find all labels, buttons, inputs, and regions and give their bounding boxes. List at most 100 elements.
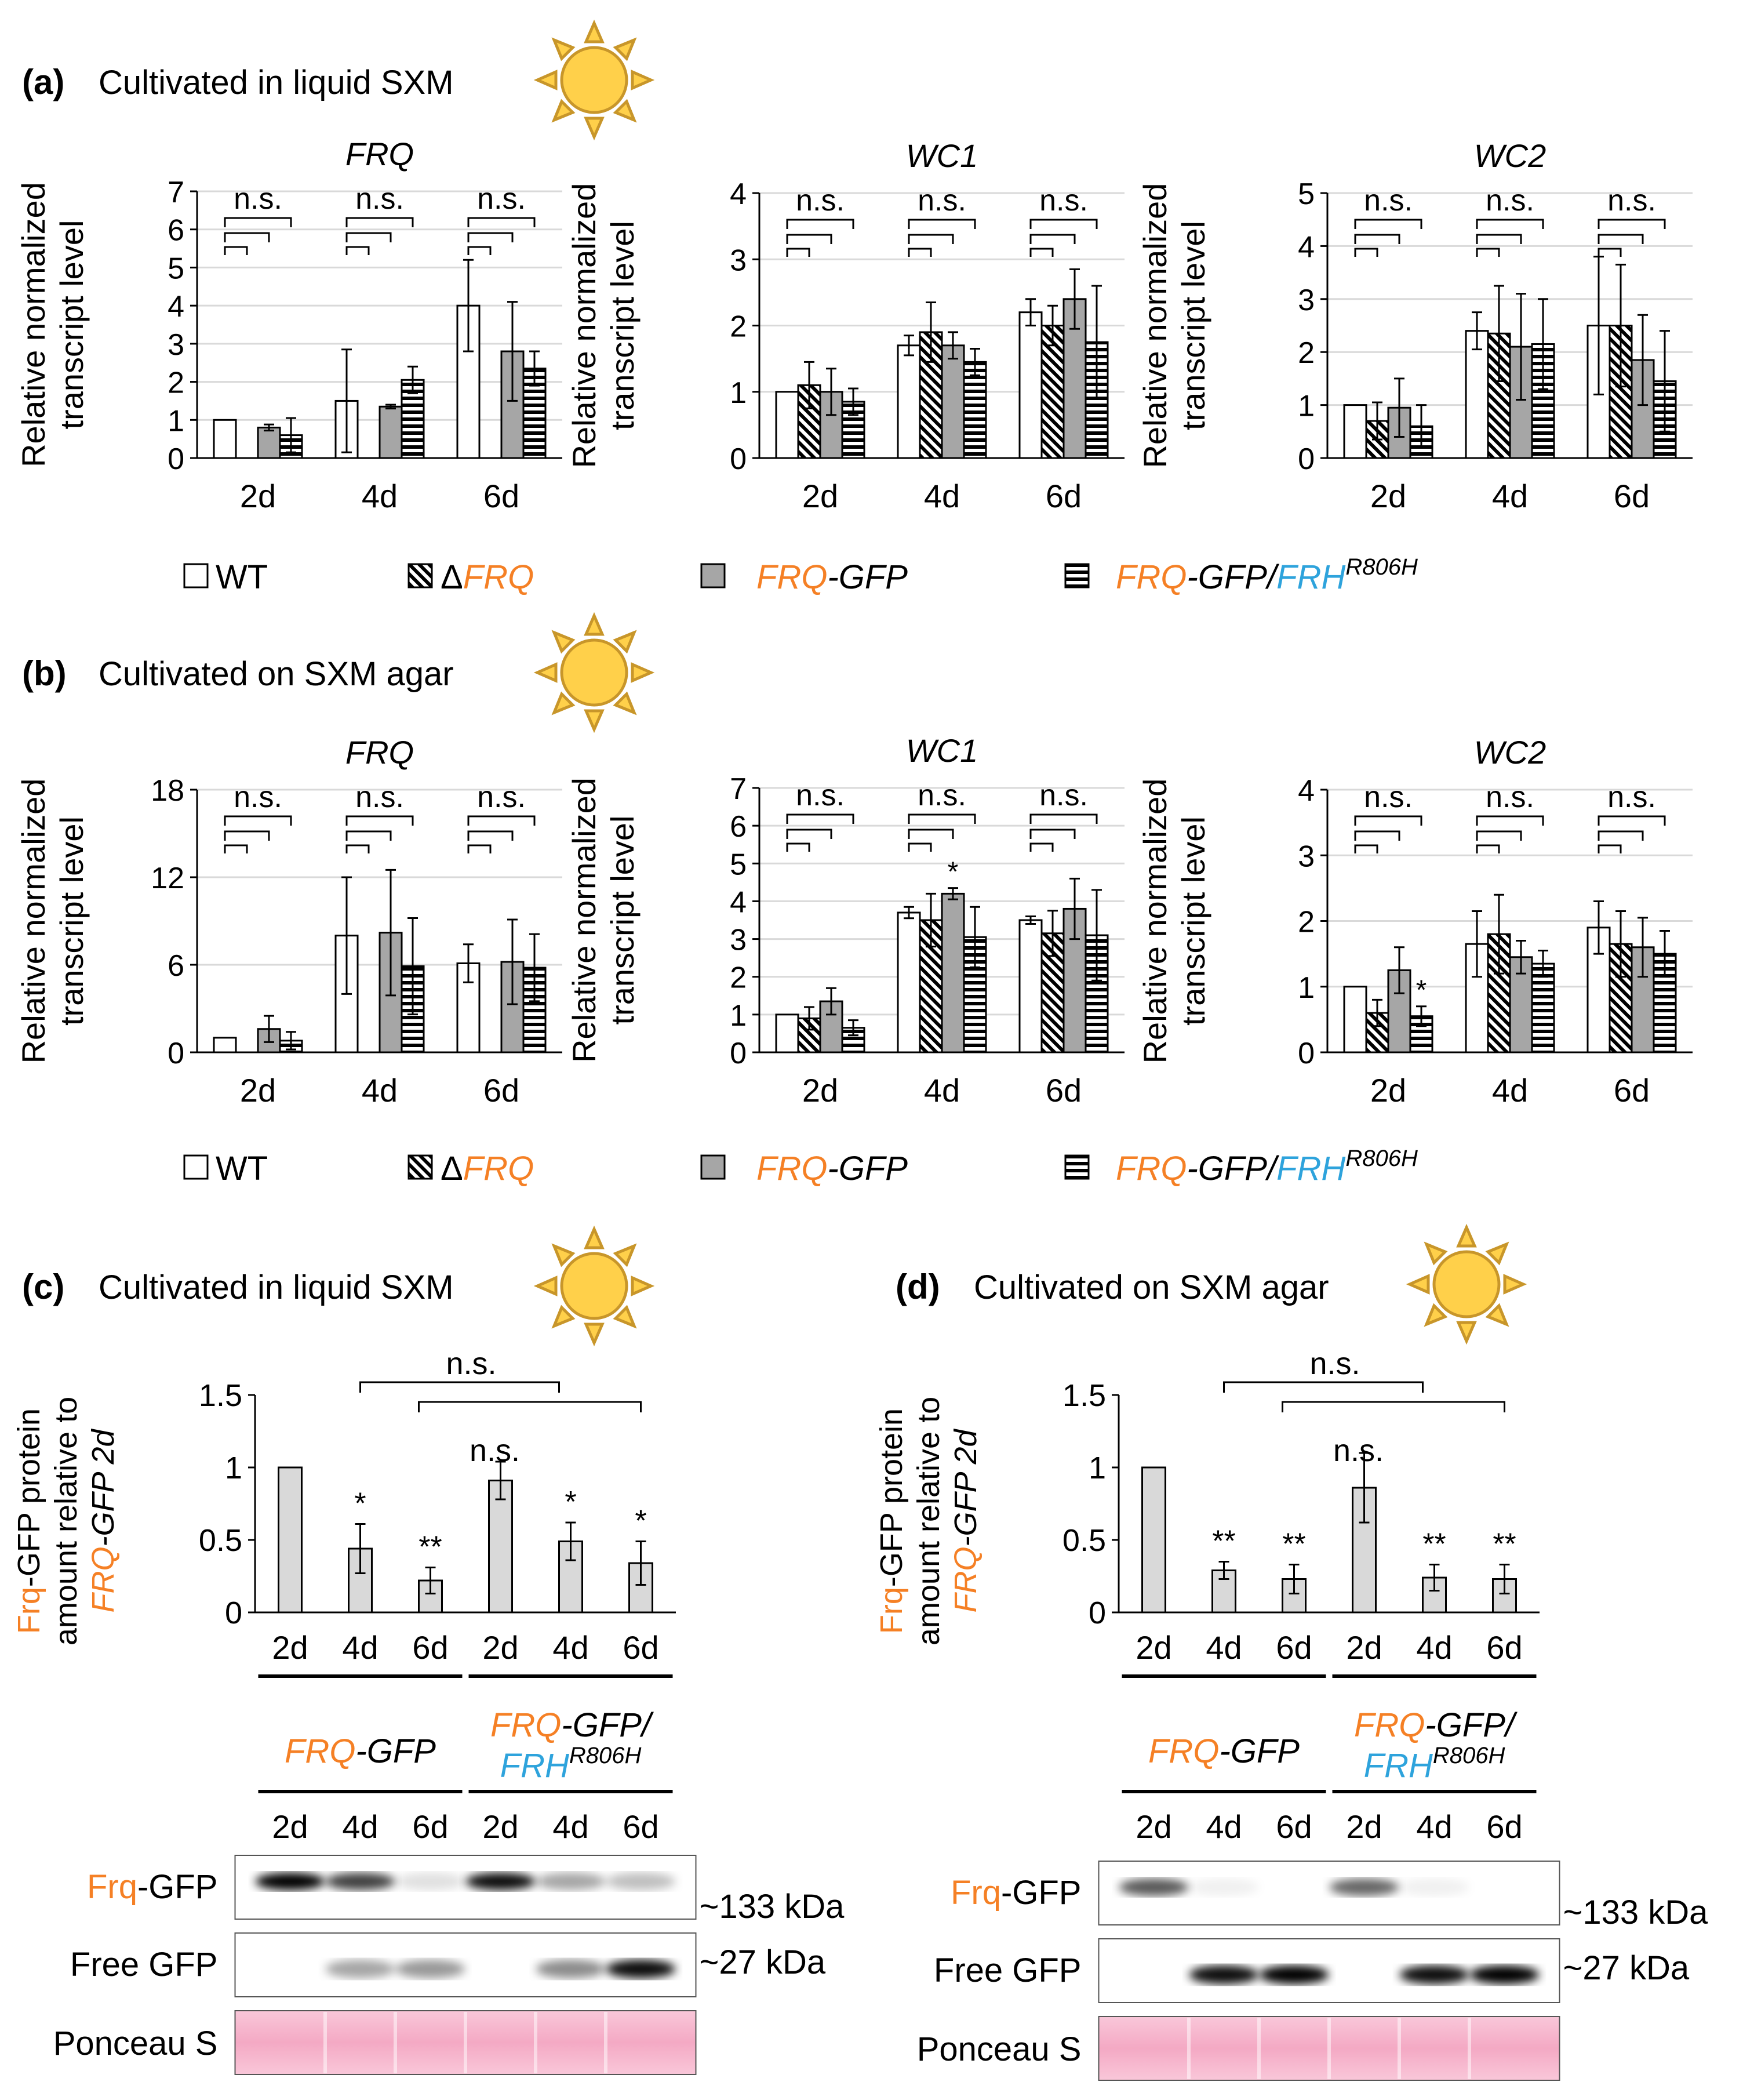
significance-bracket [345,217,414,227]
y-tick-label: 0 [1089,1596,1106,1630]
bar [941,344,965,459]
frq-gfp-band [1189,1879,1259,1896]
x-tick-label: 2d [240,478,276,514]
x-tick-label: 6d [1614,1072,1650,1109]
frq-gfp-band [606,1873,676,1890]
panel-b-header: (b) Cultivated on SXM agar [22,616,651,729]
frq-gfp-band [255,1873,325,1890]
row-label-text: -GFP [137,1868,218,1906]
frq-gfp-band [1329,1879,1399,1896]
chart-c-protein: 00.511.52d*4d**6d 2d*4d*6dn.s.n.s.Frq-GFP… [12,1346,676,1678]
significance-bracket [467,217,536,227]
y-axis-label-line: transcript level [53,816,90,1026]
significance-bracket [908,234,954,244]
free-gfp-band [536,1960,606,1978]
significance-star: ** [1282,1528,1305,1561]
chart-title: FRQ [345,136,414,172]
significance-bracket [1354,844,1378,853]
frq-gfp-band [536,1873,606,1890]
size-label-133: ~133 kDa [700,1888,845,1925]
ns-label: n.s. [470,1433,520,1468]
y-tick-label: 0 [168,442,184,476]
strain-text: -GFP/ [1425,1706,1518,1744]
significance-bracket [908,248,932,257]
y-tick-label: 2 [1298,906,1315,939]
free-gfp-band [395,1960,465,1978]
x-tick-label: 6d [1276,1629,1312,1666]
x-tick-label: 4d [1492,1072,1528,1109]
y-tick-label: 1 [730,999,747,1033]
y-tick-label: 0.5 [199,1523,242,1558]
significance-star: * [635,1505,646,1538]
x-tick-label: 2d [1136,1629,1171,1666]
ns-label: n.s. [1486,780,1534,814]
bar [1018,919,1043,1053]
y-tick-label: 0 [168,1037,184,1070]
panel-c-header: (c) Cultivated in liquid SXM [22,1229,651,1343]
ns-label: n.s. [446,1346,496,1381]
y-tick-label: 3 [730,924,747,957]
chart-title: WC2 [1474,137,1546,174]
significance-bracket [908,842,932,852]
ns-label: n.s. [477,780,526,814]
legend-label-frqgfp: FRQ-GFP [756,558,908,596]
bar [213,419,237,459]
y-tick-label: 2 [730,310,747,344]
row-label-free-gfp: Free GFP [70,1946,218,1983]
ns-label: n.s. [1039,779,1088,812]
y-axis-label: Relative normalizedtranscript level [566,777,641,1063]
y-tick-label: 4 [730,177,747,211]
bar [1343,404,1367,459]
frq-gfp-band [395,1873,465,1890]
legend-label-dfrq: ΔFRQ [441,1150,534,1187]
x-tick-label: 2d [802,1072,838,1109]
legend-delta: Δ [441,558,463,596]
x-tick-label: 2d [1346,1629,1382,1666]
significance-bracket [224,246,248,255]
legend-swatch [1064,563,1090,588]
significance-bracket [467,815,536,826]
legend-swatch [700,563,726,588]
significance-bracket [1598,844,1622,853]
significance-bracket [224,844,248,853]
significance-bracket [908,219,976,229]
significance-star: ** [1422,1528,1446,1561]
legend-text: -GFP [827,558,908,596]
y-tick-label: 12 [151,862,184,895]
significance-bracket [345,830,392,841]
significance-bracket [467,232,514,242]
significance-bracket [1598,248,1622,257]
y-tick-label: 0 [1298,1037,1315,1070]
legend-superscript: R806H [1345,1146,1418,1171]
bar [213,1037,237,1053]
chart-b-wc1: 0 1 2 3 4 5 6 7 WC1 2d n.s. 4d n.s. 6d n.s. * Relative n… [566,732,1125,1109]
legend-gene: FRQ [463,558,534,596]
x-tick-label: 2d [802,478,838,514]
y-axis-label-line: Relative normalized [566,183,602,468]
legend-delta: Δ [441,1150,463,1187]
strain-label-double-line2: FRHR806H [500,1743,642,1785]
row-label-frq-gfp: Frq-GFP [87,1868,218,1906]
y-axis-label: Relative normalizedtranscript level [1137,779,1211,1064]
bar [278,1466,303,1614]
y-axis-label: Relative normalizedtranscript level [566,183,641,468]
significance-star: ** [1212,1525,1235,1558]
y-tick-label: 3 [1298,284,1315,317]
legend-label-wt: WT [216,1150,268,1187]
y-axis-label-line: Frq-GFP protein [874,1408,909,1634]
free-gfp-band [325,1960,395,1978]
sun-icon [537,616,651,729]
y-tick-label: 1 [168,404,184,438]
y-tick-label: 6 [168,949,184,983]
x-tick-label: 2d [272,1629,308,1666]
y-axis-label-line: Relative normalized [15,182,52,467]
y-axis-label-text: -GFP protein [12,1408,46,1587]
y-axis-label-line: amount relative to [49,1397,83,1645]
legend-gene: FRH [1276,558,1345,596]
row-label-ponceau: Ponceau S [53,2025,218,2062]
lane-label: 2d [1346,1808,1382,1845]
y-axis-label-text: -GFP protein [874,1408,909,1587]
